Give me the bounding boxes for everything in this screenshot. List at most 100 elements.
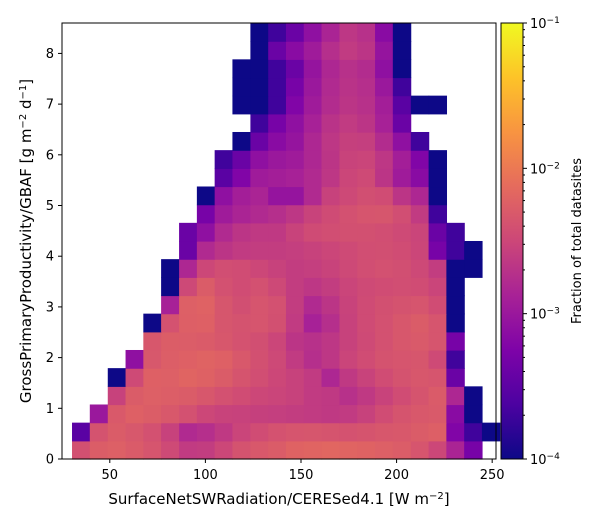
heatmap-cell (268, 95, 287, 115)
heatmap-cell (392, 259, 412, 278)
heatmap-cell (250, 368, 269, 387)
heatmap-cell (250, 222, 269, 242)
heatmap-cell (196, 259, 216, 278)
heatmap-cell (285, 259, 305, 278)
heatmap-cell (232, 313, 251, 333)
heatmap-cell (392, 313, 412, 333)
heatmap-cell (410, 386, 430, 406)
heatmap-cell (303, 131, 323, 151)
heatmap-cell (446, 349, 465, 369)
heatmap-cell (375, 95, 394, 115)
heatmap-cell (357, 313, 376, 333)
heatmap-cell (232, 259, 251, 278)
heatmap-cell (410, 186, 430, 206)
heatmap-cell (375, 22, 394, 42)
heatmap-cell (285, 77, 305, 97)
heatmap-cell (410, 259, 430, 278)
heatmap-cell (250, 440, 269, 460)
heatmap-cell (196, 331, 216, 351)
heatmap-cell (392, 240, 412, 260)
colorbar-tick-label: 10−1 (530, 16, 560, 32)
heatmap-cell (321, 440, 340, 460)
heatmap-cell (250, 186, 269, 206)
heatmap-cell (357, 77, 376, 97)
heatmap-cell (339, 386, 358, 406)
heatmap-cell (143, 349, 162, 369)
heatmap-cell (375, 331, 394, 351)
heatmap-cell (339, 440, 358, 460)
x-tick-label: 150 (289, 468, 314, 483)
x-tick-label: 100 (193, 468, 218, 483)
heatmap-cell (428, 168, 448, 188)
heatmap-cell (285, 440, 305, 460)
heatmap-cell (321, 368, 340, 387)
heatmap-cell (392, 331, 412, 351)
heatmap-cell (268, 186, 287, 206)
heatmap-cell (125, 422, 144, 442)
heatmap-cell (143, 331, 162, 351)
heatmap-cell (410, 368, 430, 387)
heatmap-cell (143, 313, 162, 333)
colorbar-axis: 10−4 10−3 10−2 10−1 (523, 16, 560, 468)
heatmap-cell (321, 295, 340, 315)
heatmap-cell (392, 422, 412, 442)
heatmap-cell (232, 131, 251, 151)
heatmap-cell (179, 313, 198, 333)
heatmap-cell (125, 386, 144, 406)
colorbar (500, 22, 524, 460)
heatmap-cell (375, 240, 394, 260)
heatmap-cell (285, 295, 305, 315)
heatmap-cell (375, 77, 394, 97)
heatmap-cell (303, 113, 323, 133)
heatmap-cell (357, 186, 376, 206)
heatmap-cell (375, 277, 394, 297)
heatmap-cell (107, 404, 127, 424)
heatmap-cell (428, 349, 448, 369)
heatmap-cell (232, 150, 251, 169)
heatmap-cell (232, 404, 251, 424)
heatmap-cell (196, 386, 216, 406)
heatmap-cell (214, 313, 234, 333)
y-tick-label: 6 (46, 148, 54, 163)
heatmap-cell (214, 277, 234, 297)
heatmap-cell (285, 150, 305, 169)
heatmap-cell (232, 349, 251, 369)
heatmap-cell (375, 404, 394, 424)
heatmap-cell (428, 422, 448, 442)
x-tick-label: 250 (480, 468, 505, 483)
heatmap-cell (357, 113, 376, 133)
heatmap-cell (285, 186, 305, 206)
heatmap-cell (196, 440, 216, 460)
heatmap-cell (250, 277, 269, 297)
heatmap-cell (232, 59, 251, 79)
heatmap-cell (321, 240, 340, 260)
heatmap-cell (392, 113, 412, 133)
heatmap-cell (339, 368, 358, 387)
heatmap-cell (232, 331, 251, 351)
heatmap-cell (303, 95, 323, 115)
heatmap-cell (339, 186, 358, 206)
heatmap-cell (392, 368, 412, 387)
heatmap-cell (321, 349, 340, 369)
heatmap-cell (375, 259, 394, 278)
heatmap-cell (285, 204, 305, 224)
heatmap-cell (303, 150, 323, 169)
heatmap-cell (303, 41, 323, 60)
heatmap-cell (250, 386, 269, 406)
heatmap-cell (357, 222, 376, 242)
heatmap-cell (285, 22, 305, 42)
heatmap-cell (303, 313, 323, 333)
heatmap-cell (357, 277, 376, 297)
heatmap-cell (339, 113, 358, 133)
y-tick-label: 7 (46, 98, 54, 113)
heatmap-cell (428, 295, 448, 315)
x-tick-label: 200 (384, 468, 409, 483)
heatmap-cell (268, 440, 287, 460)
heatmap-cell (214, 240, 234, 260)
heatmap-cell (375, 295, 394, 315)
heatmap-cell (250, 113, 269, 133)
heatmap-cell (196, 368, 216, 387)
heatmap-cell (428, 222, 448, 242)
heatmap-cell (321, 186, 340, 206)
